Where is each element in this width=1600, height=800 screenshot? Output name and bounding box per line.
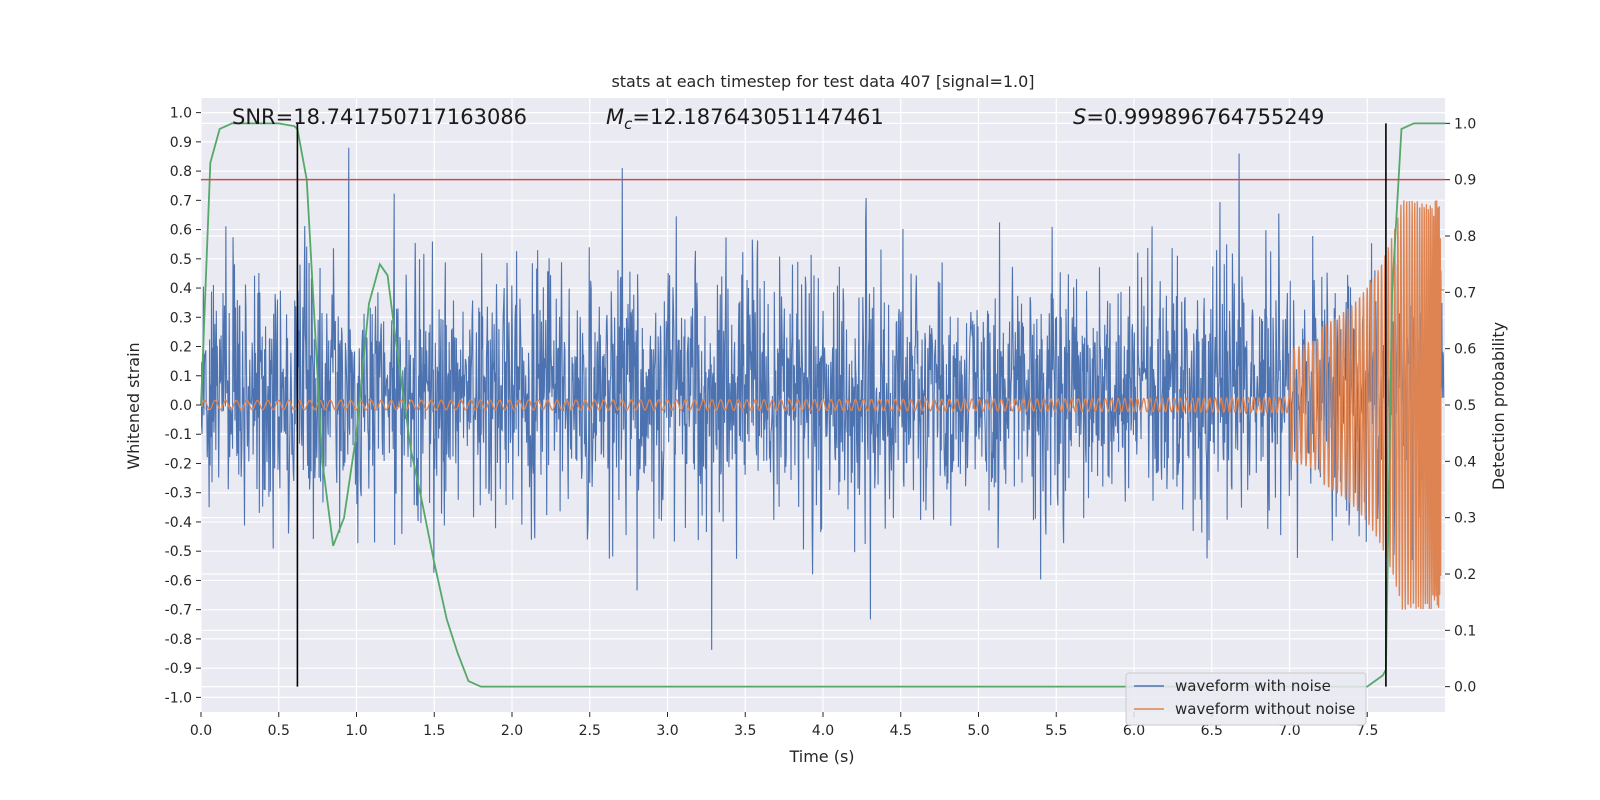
- left-tick-label: -1.0: [165, 690, 192, 706]
- legend-label-noise: waveform with noise: [1175, 677, 1331, 695]
- left-tick-label: 0.9: [170, 135, 192, 151]
- y-axis-label-left: Whitened strain: [124, 342, 143, 469]
- left-tick-label: 1.0: [170, 106, 192, 122]
- left-tick-label: 0.0: [170, 398, 192, 414]
- y-axis-label-right: Detection probability: [1489, 322, 1508, 490]
- left-tick-label: -0.2: [165, 456, 192, 472]
- right-tick-label: 0.5: [1454, 398, 1476, 414]
- snr-annotation: SNR=18.741750717163086: [232, 105, 527, 129]
- legend-box: [1125, 672, 1367, 726]
- mc-annotation: Mc=12.187643051147461: [606, 105, 884, 133]
- chart-title: stats at each timestep for test data 407…: [611, 72, 1034, 91]
- x-axis-label: Time (s): [788, 747, 854, 766]
- x-tick-label: 3.0: [656, 723, 678, 739]
- legend-label-clean: waveform without noise: [1175, 700, 1355, 718]
- series-waveform-with-noise: [201, 147, 1445, 650]
- vertical-marker-lines: [296, 123, 1387, 687]
- x-tick-label: 0.0: [190, 723, 212, 739]
- x-tick-label: 7.0: [1278, 723, 1300, 739]
- right-tick-label: 0.7: [1454, 285, 1476, 301]
- left-tick-label: 0.7: [170, 193, 192, 209]
- left-axis-ticks: 1.0 0.9 0.8 0.7 0.6 0.5 0.4 0.3 0.2 0.1 0.0 -0.1 -0.…: [165, 106, 201, 706]
- left-tick-label: 0.1: [170, 369, 192, 385]
- right-tick-label: 0.2: [1454, 567, 1476, 583]
- x-tick-label: 0.5: [268, 723, 290, 739]
- left-tick-label: 0.8: [170, 164, 192, 180]
- s-annotation: S=0.999896764755249: [1073, 105, 1324, 129]
- mc-subscript: c: [624, 115, 633, 133]
- s-value: =0.999896764755249: [1086, 105, 1324, 129]
- x-tick-label: 1.5: [423, 723, 445, 739]
- left-tick-label: -0.5: [165, 544, 192, 560]
- left-tick-label: 0.5: [170, 252, 192, 268]
- left-tick-label: 0.2: [170, 340, 192, 356]
- x-tick-label: 7.5: [1356, 723, 1378, 739]
- left-tick-label: -0.1: [165, 427, 192, 443]
- series-detection-probability: [200, 122, 1445, 688]
- x-tick-label: 2.0: [501, 723, 523, 739]
- right-tick-label: 0.3: [1454, 511, 1476, 527]
- mc-symbol: M: [606, 105, 624, 129]
- left-tick-label: -0.3: [165, 486, 192, 502]
- right-axis-ticks: 1.0 0.9 0.8 0.7 0.6 0.5 0.4 0.3 0.2 0.1 0.0: [1445, 116, 1476, 696]
- left-tick-label: -0.7: [165, 603, 192, 619]
- mc-value: =12.187643051147461: [632, 105, 883, 129]
- x-tick-label: 1.0: [345, 723, 367, 739]
- right-tick-label: 0.8: [1454, 229, 1476, 245]
- probability-path: [200, 122, 1445, 688]
- left-tick-label: 0.4: [170, 281, 192, 297]
- legend: waveform with noise waveform without noi…: [1125, 672, 1367, 726]
- right-tick-label: 1.0: [1454, 116, 1476, 132]
- x-tick-label: 4.5: [890, 723, 912, 739]
- right-tick-label: 0.0: [1454, 680, 1476, 696]
- left-tick-label: 0.6: [170, 223, 192, 239]
- x-tick-label: 5.0: [967, 723, 989, 739]
- series-waveform-without-noise: [201, 200, 1445, 610]
- left-tick-label: 0.3: [170, 310, 192, 326]
- x-tick-label: 6.0: [1123, 723, 1145, 739]
- x-tick-label: 4.0: [812, 723, 834, 739]
- left-tick-label: -0.9: [165, 661, 192, 677]
- noise-waveform-path: [201, 147, 1445, 650]
- x-tick-label: 2.5: [579, 723, 601, 739]
- x-tick-label: 5.5: [1045, 723, 1067, 739]
- right-tick-label: 0.4: [1454, 454, 1476, 470]
- clean-waveform-path: [201, 200, 1445, 610]
- left-tick-label: -0.4: [165, 515, 192, 531]
- right-tick-label: 0.6: [1454, 342, 1476, 358]
- right-tick-label: 0.1: [1454, 623, 1476, 639]
- x-tick-label: 3.5: [734, 723, 756, 739]
- s-symbol: S: [1073, 105, 1086, 129]
- left-tick-label: -0.6: [165, 573, 192, 589]
- right-tick-label: 0.9: [1454, 173, 1476, 189]
- x-axis-ticks: 0.0 0.5 1.0 1.5 2.0 2.5 3.0 3.5 4.0 4.5 5.0 5.5 6.0 6…: [190, 712, 1378, 739]
- left-tick-label: -0.8: [165, 632, 192, 648]
- x-tick-label: 6.5: [1201, 723, 1223, 739]
